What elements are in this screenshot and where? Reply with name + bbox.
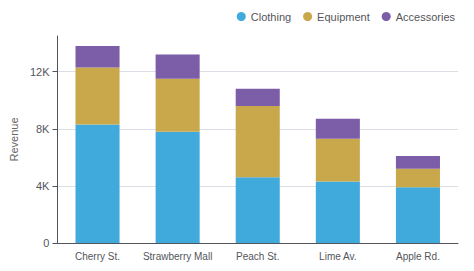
svg-text:Lime Av.: Lime Av. xyxy=(319,251,356,262)
svg-text:8K: 8K xyxy=(36,123,50,135)
svg-text:4K: 4K xyxy=(36,180,50,192)
svg-text:0: 0 xyxy=(43,237,49,249)
svg-text:Strawberry Mall: Strawberry Mall xyxy=(143,251,212,262)
svg-text:Equipment: Equipment xyxy=(317,11,370,23)
svg-text:Clothing: Clothing xyxy=(251,11,291,23)
svg-text:Peach St.: Peach St. xyxy=(236,251,279,262)
svg-text:Apple Rd.: Apple Rd. xyxy=(396,251,440,262)
svg-text:Revenue: Revenue xyxy=(8,117,20,161)
svg-text:12K: 12K xyxy=(30,66,50,78)
svg-text:Cherry St.: Cherry St. xyxy=(75,251,120,262)
svg-text:Accessories: Accessories xyxy=(396,11,456,23)
